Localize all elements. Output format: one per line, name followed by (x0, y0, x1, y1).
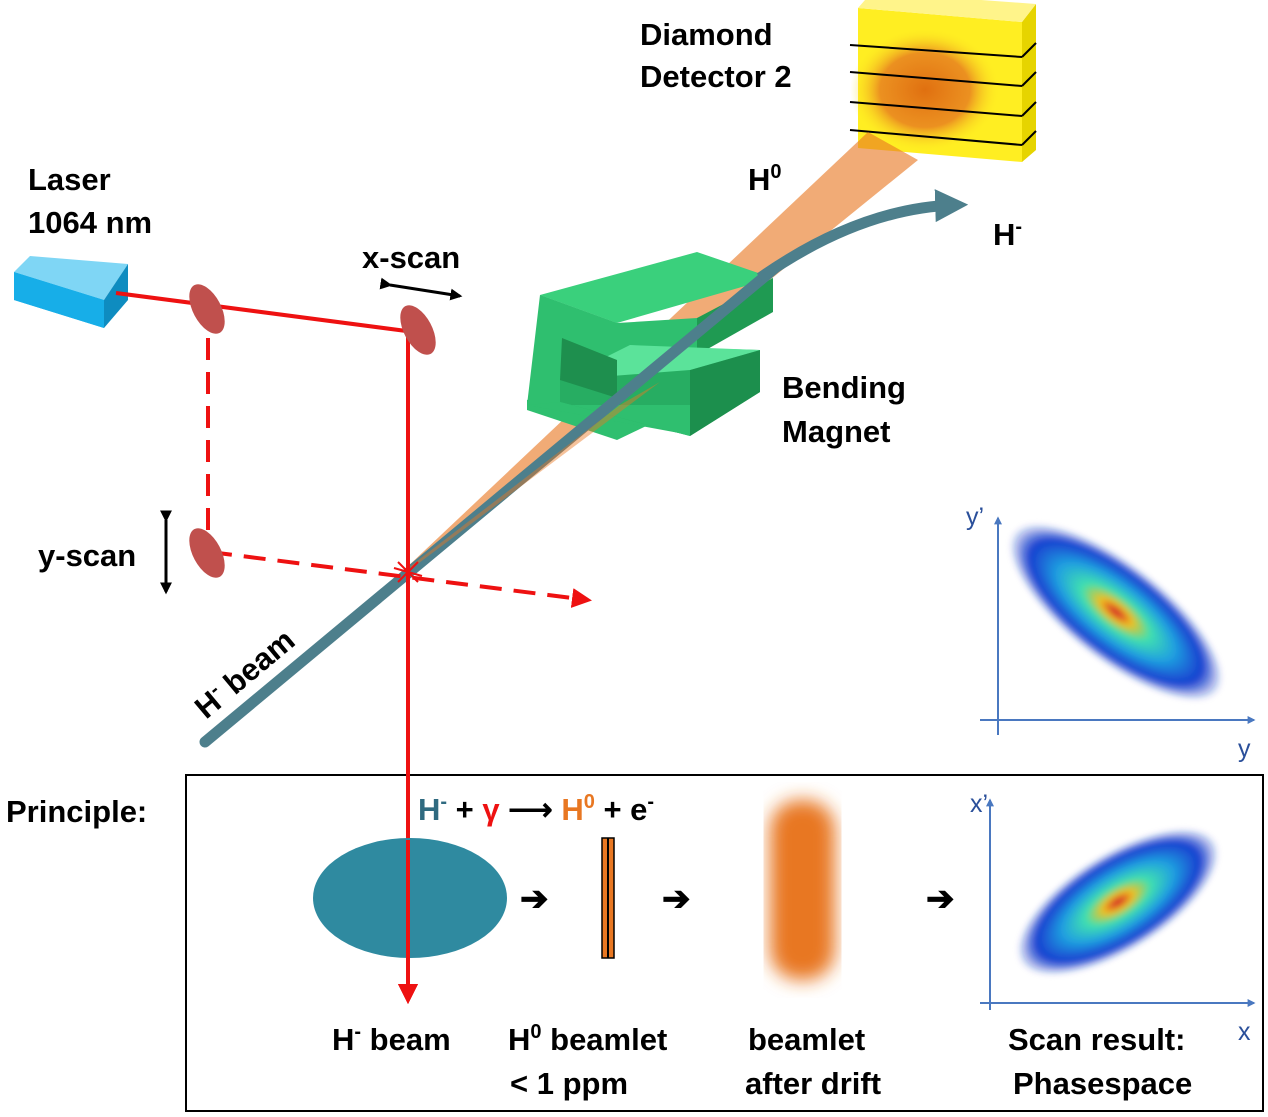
hminus-top-label: H- (993, 216, 1022, 252)
reaction-equation: H- + γ ⟶ H0 + e- (418, 791, 654, 827)
diamond-detector (849, 0, 1037, 162)
step3-caption-1: beamlet (748, 1022, 865, 1057)
x-scan-arrow (379, 277, 463, 301)
bending-magnet (527, 252, 773, 440)
plot-x-ylabel: x’ (970, 790, 988, 818)
step2-caption-1: H0 beamlet (508, 1021, 667, 1057)
laser-box (14, 256, 128, 328)
laser-label-2: 1064 nm (28, 205, 152, 240)
mirror-x-scan (400, 305, 436, 355)
principle-box (185, 774, 1264, 1112)
laser-label-1: Laser (28, 162, 111, 197)
mirror-y-scan (189, 528, 225, 578)
detector-label-1: Diamond (640, 17, 773, 52)
phasespace-cloud-y (1009, 523, 1223, 701)
phasespace-cloud-x (1017, 828, 1219, 976)
plot-y-xlabel: y (1238, 735, 1251, 763)
x-scan-label: x-scan (362, 240, 460, 275)
magnet-label-1: Bending (782, 370, 906, 405)
step3-caption-2: after drift (745, 1066, 881, 1101)
hminus-bent-arrow (756, 189, 969, 283)
hminus-beam-line (199, 262, 781, 748)
beamlet-after-drift (770, 800, 835, 980)
plot-x-xlabel: x (1238, 1018, 1251, 1046)
h0-top-label: H0 (748, 161, 782, 197)
principle-label: Principle: (6, 794, 147, 829)
phasespace-plot-y: y’ y (966, 503, 1256, 763)
interaction-point (393, 558, 423, 586)
plot-y-ylabel: y’ (966, 503, 984, 531)
detector-label-2: Detector 2 (640, 59, 792, 94)
step-arrow-3: ➔ (926, 880, 955, 918)
step2-caption-2: < 1 ppm (510, 1066, 628, 1101)
y-scan-label: y-scan (38, 538, 136, 573)
magnet-label-2: Magnet (782, 414, 891, 449)
step4-caption-2: Phasespace (1013, 1066, 1192, 1101)
step4-caption-1: Scan result: (1008, 1022, 1185, 1057)
step-arrow-2: ➔ (662, 880, 691, 918)
step1-caption: H- beam (332, 1021, 451, 1057)
mirror-1 (189, 284, 225, 334)
phasespace-plot-x: x’ x (970, 790, 1256, 1046)
step-arrow-1: ➔ (520, 880, 549, 918)
